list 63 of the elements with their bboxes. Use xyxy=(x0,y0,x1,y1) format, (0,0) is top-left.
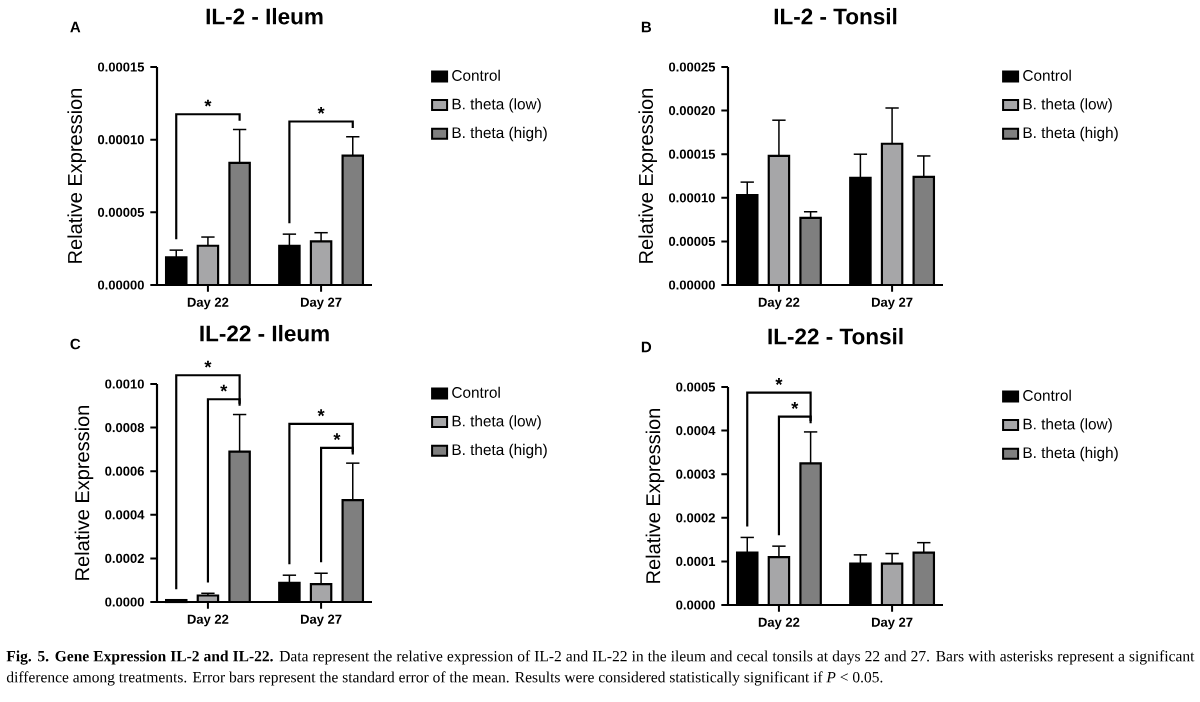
y-tick-label: 0.0002 xyxy=(105,553,144,564)
legend-label: Control xyxy=(1023,389,1071,401)
x-tick-label: Day 22 xyxy=(187,297,229,310)
chart-title: IL-22 - Tonsil xyxy=(768,327,903,345)
chart-title: IL-22 - Ileum xyxy=(200,324,329,342)
y-tick-label: 0.0000 xyxy=(105,597,144,607)
chart-title: IL-2 - Tonsil xyxy=(774,7,897,25)
legend-label: B. theta (low) xyxy=(1023,418,1112,433)
y-tick-label: 0.0002 xyxy=(676,513,715,523)
x-tick-label: Day 27 xyxy=(871,297,913,310)
annotation: * xyxy=(204,99,212,107)
text: B xyxy=(641,21,652,33)
text: A xyxy=(70,21,81,33)
y-tick-label: 0.0001 xyxy=(676,556,716,567)
y-axis-title: Relative Expression xyxy=(67,88,87,263)
x-tick-label: Day 27 xyxy=(300,297,342,310)
x-tick-label: Day 22 xyxy=(758,297,800,310)
legend-label: B. theta (high) xyxy=(452,126,547,142)
chart-title: IL-2 - Ileum xyxy=(206,7,323,25)
x-tick-label: Day 27 xyxy=(300,614,342,627)
y-tick-label: 0.00020 xyxy=(668,106,715,116)
annotation: * xyxy=(317,106,325,114)
y-tick-label: 0.0000 xyxy=(676,600,715,610)
text: D xyxy=(641,341,652,353)
y-tick-label: 0.00015 xyxy=(668,149,716,159)
legend-label: Control xyxy=(1023,69,1071,81)
y-tick-label: 0.00000 xyxy=(97,280,144,290)
y-tick-label: 0.0003 xyxy=(676,469,715,479)
y-axis-title: Relative Expression xyxy=(74,405,94,580)
annotation: * xyxy=(333,433,341,441)
x-tick-label: Day 22 xyxy=(187,614,229,627)
y-tick-label: 0.0006 xyxy=(105,466,144,476)
y-tick-label: 0.00000 xyxy=(668,280,715,290)
x-tick-label: Day 27 xyxy=(871,617,913,630)
y-tick-label: 0.00005 xyxy=(97,207,145,217)
annotation: * xyxy=(220,384,228,392)
legend-label: B. theta (high) xyxy=(1023,126,1118,142)
text: * xyxy=(204,360,212,368)
annotation: * xyxy=(317,409,325,417)
legend-label: B. theta (low) xyxy=(1023,98,1112,113)
legend-label: Control xyxy=(452,69,500,81)
y-tick-label: 0.00025 xyxy=(668,62,716,72)
legend-label: B. theta (low) xyxy=(452,98,541,113)
y-tick-label: 0.00005 xyxy=(668,236,716,247)
text: Fig. 5. Gene Expression IL-2 and IL-22. Data represent the relative expression of IL-2 and IL-22 in the ileum and cecal tonsils at days 22 and 27. Bars with asterisks represent a significant difference among treatments. Error bars represent the standard error of the mean. Results were considered statistically significant if P < 0.05. xyxy=(6,650,1195,686)
y-tick-label: 0.00015 xyxy=(97,62,145,72)
y-tick-label: 0.0008 xyxy=(105,423,145,433)
y-axis-title: Relative Expression xyxy=(645,408,665,583)
legend-label: B. theta (high) xyxy=(452,443,547,459)
legend-label: B. theta (low) xyxy=(452,415,541,430)
legend-label: Control xyxy=(452,386,500,398)
y-tick-label: 0.0010 xyxy=(105,379,144,389)
y-tick-label: 0.0005 xyxy=(676,382,716,392)
y-tick-label: 0.0004 xyxy=(105,510,145,520)
annotation: * xyxy=(791,402,799,409)
legend-label: B. theta (high) xyxy=(1023,446,1118,462)
y-axis-title: Relative Expression xyxy=(638,88,658,263)
y-tick-label: 0.0004 xyxy=(676,426,716,436)
y-tick-label: 0.00010 xyxy=(97,135,144,145)
text: * xyxy=(775,378,783,385)
text: C xyxy=(70,338,81,350)
y-tick-label: 0.00010 xyxy=(668,193,715,203)
x-tick-label: Day 22 xyxy=(758,617,800,630)
